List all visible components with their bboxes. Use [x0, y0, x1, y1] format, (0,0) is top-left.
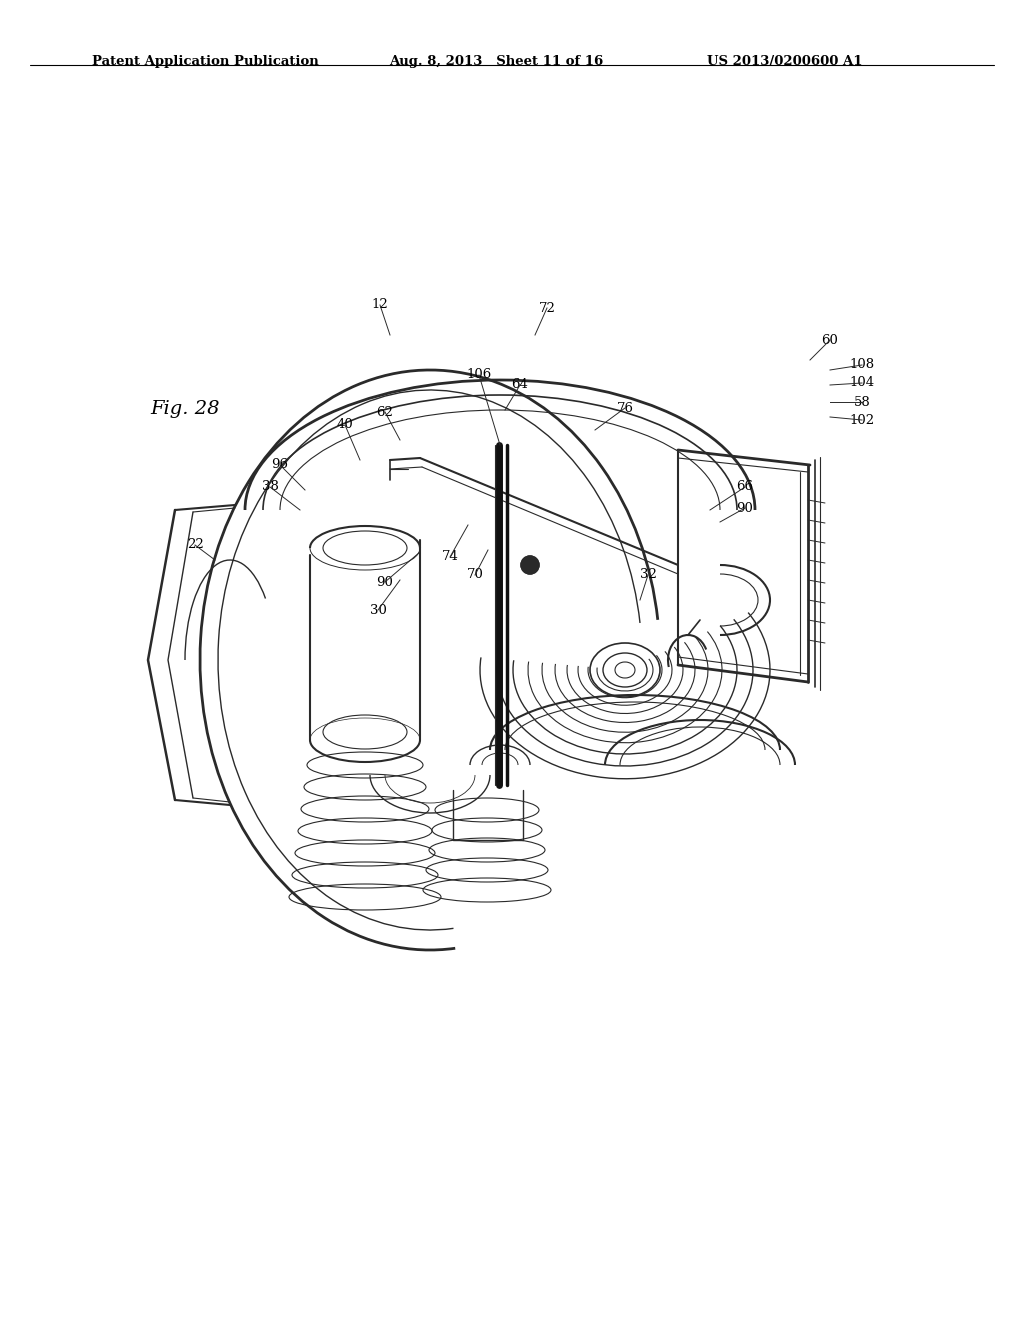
Text: 30: 30 [370, 603, 386, 616]
Text: 104: 104 [850, 376, 874, 389]
Text: 90: 90 [377, 576, 393, 589]
Text: 58: 58 [854, 396, 870, 408]
Text: 102: 102 [850, 413, 874, 426]
Text: 106: 106 [466, 368, 492, 381]
Text: 66: 66 [736, 480, 754, 494]
Text: US 2013/0200600 A1: US 2013/0200600 A1 [707, 55, 862, 69]
Text: 72: 72 [539, 301, 555, 314]
Text: 38: 38 [261, 480, 279, 494]
Text: 70: 70 [467, 569, 483, 582]
Text: Patent Application Publication: Patent Application Publication [92, 55, 318, 69]
Text: Fig. 28: Fig. 28 [150, 400, 219, 418]
Text: 64: 64 [512, 379, 528, 392]
Text: 60: 60 [821, 334, 839, 346]
Text: 76: 76 [616, 401, 634, 414]
Text: 40: 40 [337, 418, 353, 432]
Text: 96: 96 [271, 458, 289, 471]
Text: Aug. 8, 2013   Sheet 11 of 16: Aug. 8, 2013 Sheet 11 of 16 [389, 55, 603, 69]
Text: 12: 12 [372, 298, 388, 312]
Text: 32: 32 [640, 569, 656, 582]
Text: 90: 90 [736, 502, 754, 515]
Text: 108: 108 [850, 359, 874, 371]
Circle shape [521, 556, 539, 574]
Text: 22: 22 [186, 539, 204, 552]
Text: 62: 62 [377, 405, 393, 418]
Text: 74: 74 [441, 550, 459, 564]
